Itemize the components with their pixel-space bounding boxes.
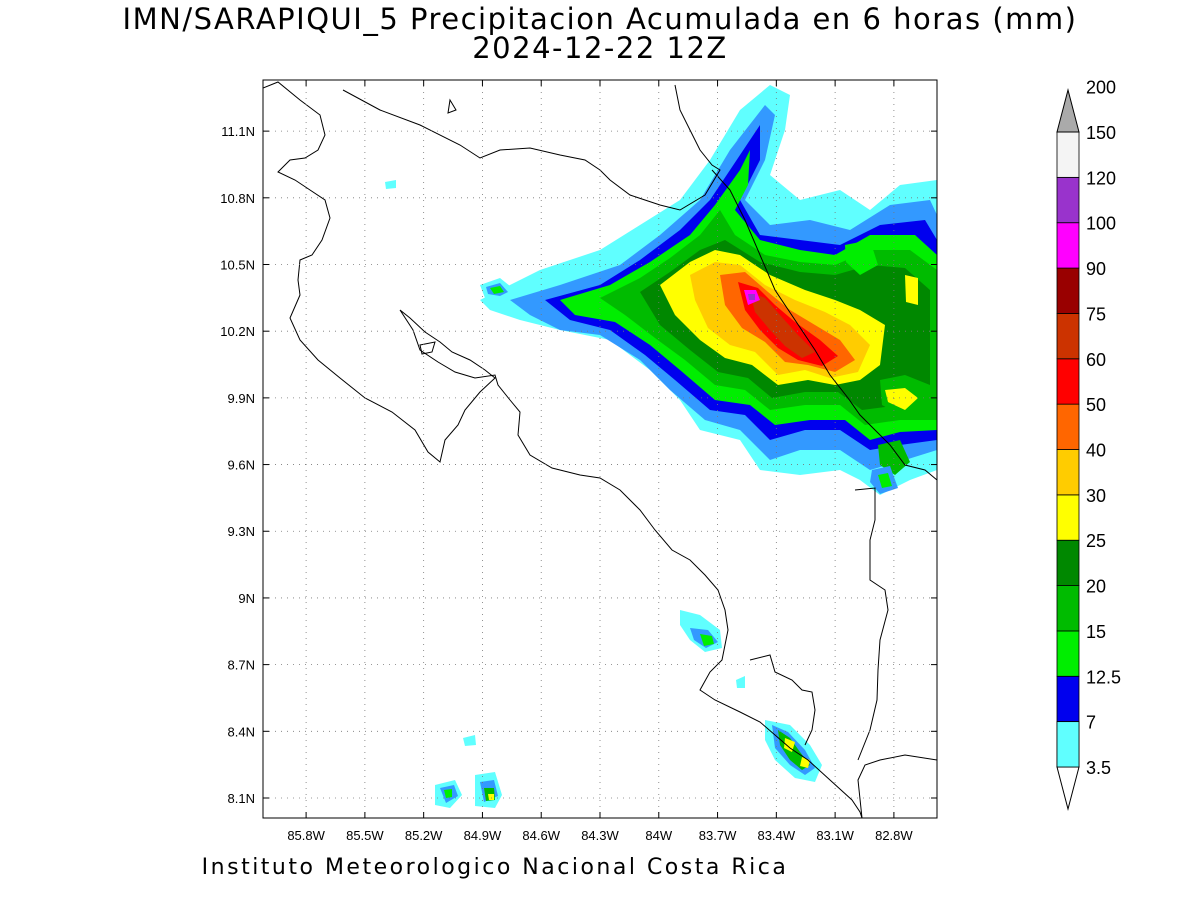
latitude-tick-label: 9.6N — [228, 458, 255, 473]
latitude-tick-label: 10.2N — [220, 324, 255, 339]
colorbar-label: 75 — [1086, 304, 1106, 324]
latitude-axis: 11.1N 10.8N 10.5N 10.2N 9.9N 9.6N 9.3N 9N 8.7N 8.… — [220, 124, 937, 806]
colorbar-swatch — [1056, 358, 1080, 405]
map-subtitle-date: 2024-12-22 12Z — [472, 31, 728, 65]
longitude-tick-label: 83.1W — [816, 828, 854, 843]
colorbar-label: 25 — [1086, 531, 1106, 551]
latitude-tick-label: 9.3N — [228, 524, 255, 539]
latitude-tick-label: 8.1N — [228, 791, 255, 806]
colorbar-swatch — [1056, 630, 1080, 677]
latitude-tick-label: 9.9N — [228, 391, 255, 406]
longitude-tick-label: 83.7W — [699, 828, 737, 843]
colorbar-label: 50 — [1086, 395, 1106, 415]
footer-credit: Instituto Meteorologico Nacional Costa R… — [201, 855, 789, 880]
colorbar-swatch — [1056, 449, 1080, 496]
colorbar-swatch — [1056, 403, 1080, 450]
colorbar-label: 200 — [1086, 78, 1116, 98]
colorbar-swatch — [1056, 494, 1080, 541]
colorbar-label: 7 — [1086, 713, 1096, 733]
colorbar-label: 150 — [1086, 123, 1116, 143]
longitude-tick-label: 85.5W — [346, 828, 384, 843]
longitude-tick-label: 85.8W — [287, 828, 325, 843]
colorbar-label: 3.5 — [1086, 758, 1111, 778]
latitude-tick-label: 10.5N — [220, 258, 255, 273]
latitude-tick-label: 10.8N — [220, 191, 255, 206]
colorbar-swatch — [1056, 585, 1080, 632]
rain-area-caribbean — [385, 85, 937, 495]
longitude-axis: 85.8W 85.5W 85.2W 84.9W 84.6W 84.3W 84W 83.7W 83… — [287, 80, 913, 843]
latitude-tick-label: 11.1N — [221, 124, 255, 139]
colorbar-label: 20 — [1086, 577, 1106, 597]
longitude-tick-label: 84.9W — [464, 828, 502, 843]
colorbar-label: 12.5 — [1086, 667, 1121, 687]
rain-area-south — [435, 610, 822, 808]
colorbar-swatch — [1056, 721, 1080, 768]
latitude-tick-label: 8.7N — [228, 658, 255, 673]
colorbar-label: 90 — [1086, 259, 1106, 279]
latitude-tick-label: 9N — [238, 591, 255, 606]
coastline — [263, 81, 937, 818]
colorbar-label: 30 — [1086, 486, 1106, 506]
longitude-tick-label: 85.2W — [405, 828, 443, 843]
colorbar-label: 40 — [1086, 441, 1106, 461]
grid-lines — [263, 80, 937, 818]
colorbar-swatch — [1056, 267, 1080, 314]
colorbar-legend: 3.5 7 12.5 15 20 25 30 40 50 60 75 90 100 120 150 200 — [1056, 78, 1121, 811]
latitude-tick-label: 8.4N — [228, 724, 255, 739]
colorbar-label: 100 — [1086, 214, 1116, 234]
colorbar-swatch — [1056, 675, 1080, 723]
longitude-tick-label: 84.3W — [581, 828, 619, 843]
colorbar-swatch — [1056, 176, 1080, 224]
colorbar-swatch — [1056, 313, 1080, 360]
colorbar-swatch — [1056, 131, 1080, 178]
colorbar-swatch — [1056, 539, 1080, 586]
longitude-tick-label: 84.6W — [522, 828, 560, 843]
map-title: IMN/SARAPIQUI_5 Precipitacion Acumulada … — [122, 2, 1078, 36]
precipitation-field — [385, 85, 937, 808]
colorbar-arrow-low — [1056, 766, 1080, 811]
longitude-tick-label: 82.8W — [875, 828, 913, 843]
colorbar-swatch — [1056, 222, 1080, 269]
longitude-tick-label: 84W — [645, 828, 672, 843]
colorbar-label: 15 — [1086, 622, 1106, 642]
colorbar-label: 120 — [1086, 168, 1116, 188]
longitude-tick-label: 83.4W — [758, 828, 796, 843]
colorbar-label: 60 — [1086, 350, 1106, 370]
colorbar-arrow-high — [1056, 88, 1080, 133]
